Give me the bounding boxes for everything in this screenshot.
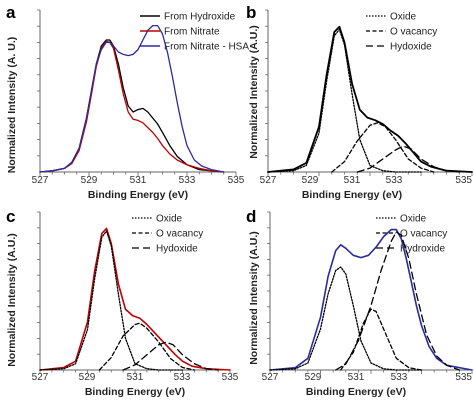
x-tick-label: 527 [32, 372, 49, 383]
x-axis-title-a: Binding Energy (eV) [88, 189, 188, 201]
legend-label-o-vacancy: O vacancy [390, 27, 437, 38]
legend-label-oxide: Oxide [156, 214, 183, 225]
legend-label-from-hydroxide: From Hydroxide [164, 12, 236, 23]
series-line-hydoxide [356, 145, 460, 173]
x-tick-label: 529 [81, 175, 98, 186]
plot-area-d [267, 211, 473, 374]
x-tick-label: 527 [262, 372, 279, 383]
x-tick-label: 527 [32, 175, 49, 186]
tick-labels-d: 527 529 531 533 535 [262, 372, 473, 383]
series-line-from-nitrate-hsa [39, 24, 225, 173]
series-line-total-envelope [267, 25, 473, 173]
x-tick-label: 529 [302, 175, 319, 186]
series-line-total-envelope [269, 228, 473, 371]
series-line-from-nitrate [39, 40, 225, 173]
legend-label-hydoxide: Hydoxide [156, 244, 198, 255]
legend-label-oxide: Oxide [400, 214, 427, 225]
y-axis-title-c: Normalized Intensity (A.U.) [6, 233, 18, 367]
legend-label-hydoxide: Hydoxide [390, 42, 432, 53]
panel-letter-c: c [6, 207, 15, 226]
y-axis-title-d: Normalized Intensity (A.U.) [248, 231, 260, 365]
x-tick-label: 529 [79, 372, 96, 383]
x-tick-label: 535 [228, 175, 245, 186]
legend-label-o-vacancy: O vacancy [400, 229, 447, 240]
legend-label-hydroxide: Hydroxide [400, 244, 445, 255]
tick-labels-a: 527 529 531 533 535 [32, 175, 245, 186]
x-tick-label: 533 [174, 372, 191, 383]
x-axis-title-c: Binding Energy (eV) [85, 386, 185, 398]
x-axis-title-b: Binding Energy (eV) [302, 189, 402, 201]
panel-a: a Normalized Intensity (A. U.) Binding E… [6, 3, 249, 201]
plot-area-c [37, 211, 231, 374]
legend-d: Oxide O vacancy Hydroxide [376, 214, 447, 255]
tick-labels-c: 527 529 531 533 535 [32, 372, 239, 383]
series-line-o-vacancy [98, 322, 196, 371]
series-line-o-vacancy [331, 122, 435, 173]
legend-label-from-nitrate-hsa: From Nitrate - HSA [164, 42, 249, 53]
legend-label-oxide: Oxide [390, 12, 417, 23]
panel-c: c Normalized Intensity (A.U.) Binding En… [6, 207, 239, 398]
y-axis-title-b: Normalized Intensity (A.U.) [248, 25, 260, 159]
legend-label-from-nitrate: From Nitrate [164, 27, 220, 38]
panel-letter-a: a [6, 3, 16, 22]
tick-labels-b: 527 529 531 533 535 [260, 175, 473, 186]
x-tick-label: 527 [260, 175, 277, 186]
panel-b: b Normalized Intensity (A.U.) Binding En… [246, 3, 472, 201]
series-line-oxide [39, 230, 184, 371]
legend-b: Oxide O vacancy Hydoxide [366, 12, 437, 53]
legend-c: Oxide O vacancy Hydoxide [132, 214, 203, 255]
panel-letter-b: b [246, 3, 256, 22]
series-line-from-hydroxide [39, 39, 225, 173]
legend-a: From Hydroxide From Nitrate From Nitrate… [140, 12, 249, 53]
legend-label-o-vacancy: O vacancy [156, 229, 203, 240]
x-tick-label: 535 [455, 372, 472, 383]
x-tick-label: 535 [455, 175, 472, 186]
x-tick-label: 533 [391, 372, 408, 383]
x-tick-label: 531 [348, 372, 365, 383]
series-line-o-vacancy [340, 308, 423, 371]
panel-letter-d: d [246, 207, 256, 226]
x-tick-label: 531 [130, 175, 147, 186]
x-tick-label: 535 [222, 372, 239, 383]
x-tick-label: 533 [386, 175, 403, 186]
series-line-hydoxide [122, 341, 219, 371]
panel-d: d Normalized Intensity (A.U.) Binding En… [246, 207, 472, 398]
x-tick-label: 529 [305, 372, 322, 383]
x-tick-label: 533 [179, 175, 196, 186]
series-line-total-envelope [39, 227, 231, 371]
series-line-oxide [269, 266, 423, 371]
series-line-oxide [267, 28, 422, 173]
plot-area-a [37, 9, 237, 176]
series-line-hydroxide [335, 231, 461, 371]
x-tick-label: 531 [344, 175, 361, 186]
x-axis-title-d: Binding Energy (eV) [306, 386, 406, 398]
y-axis-title-a: Normalized Intensity (A. U.) [6, 37, 18, 174]
plot-area-b [265, 9, 473, 176]
x-tick-label: 531 [127, 372, 144, 383]
